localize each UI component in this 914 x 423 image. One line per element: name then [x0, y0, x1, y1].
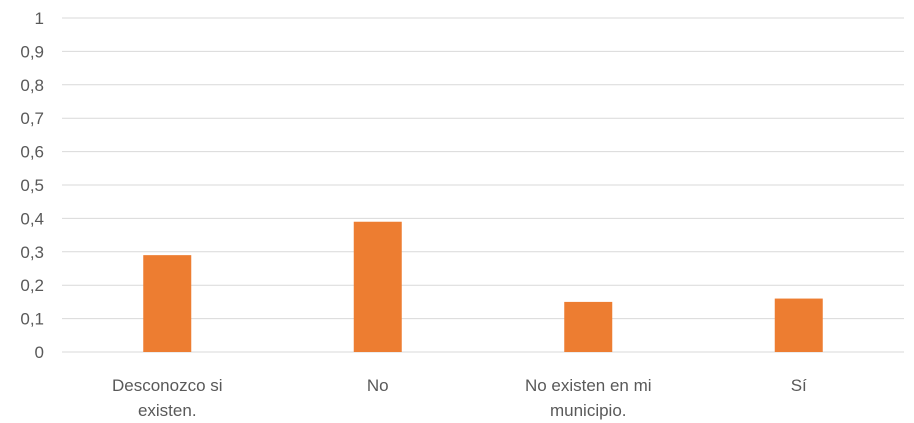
bar	[353, 221, 402, 352]
x-category-label: Sí	[791, 376, 807, 395]
y-tick-label: 0,6	[20, 143, 44, 162]
y-tick-label: 0,7	[20, 109, 44, 128]
bar	[143, 255, 192, 352]
y-tick-label: 0,1	[20, 310, 44, 329]
y-tick-label: 0,5	[20, 176, 44, 195]
bar	[564, 301, 613, 352]
x-category-label-line: No existen en mi	[525, 376, 652, 395]
x-axis-category-labels: Desconozco si existen. No No existen en mi m…	[112, 376, 807, 420]
bar	[774, 298, 823, 352]
x-category-label: No existen en mi municipio.	[525, 376, 652, 420]
bars	[143, 221, 823, 352]
x-category-label-line: Desconozco si	[112, 376, 223, 395]
x-category-label: No	[367, 376, 389, 395]
x-category-label-line: No	[367, 376, 389, 395]
x-category-label: Desconozco si existen.	[112, 376, 223, 420]
y-tick-label: 0,9	[20, 42, 44, 61]
y-tick-label: 0,3	[20, 243, 44, 262]
x-category-label-line: existen.	[138, 401, 197, 420]
y-tick-label: 1	[35, 9, 44, 28]
y-tick-label: 0	[35, 343, 44, 362]
gridlines	[62, 17, 904, 353]
x-category-label-line: Sí	[791, 376, 807, 395]
x-category-label-line: municipio.	[550, 401, 627, 420]
y-axis-tick-labels: 0 0,1 0,2 0,3 0,4 0,5 0,6 0,7 0,8 0,9 1	[20, 9, 44, 362]
y-tick-label: 0,8	[20, 76, 44, 95]
y-tick-label: 0,2	[20, 276, 44, 295]
y-tick-label: 0,4	[20, 209, 44, 228]
